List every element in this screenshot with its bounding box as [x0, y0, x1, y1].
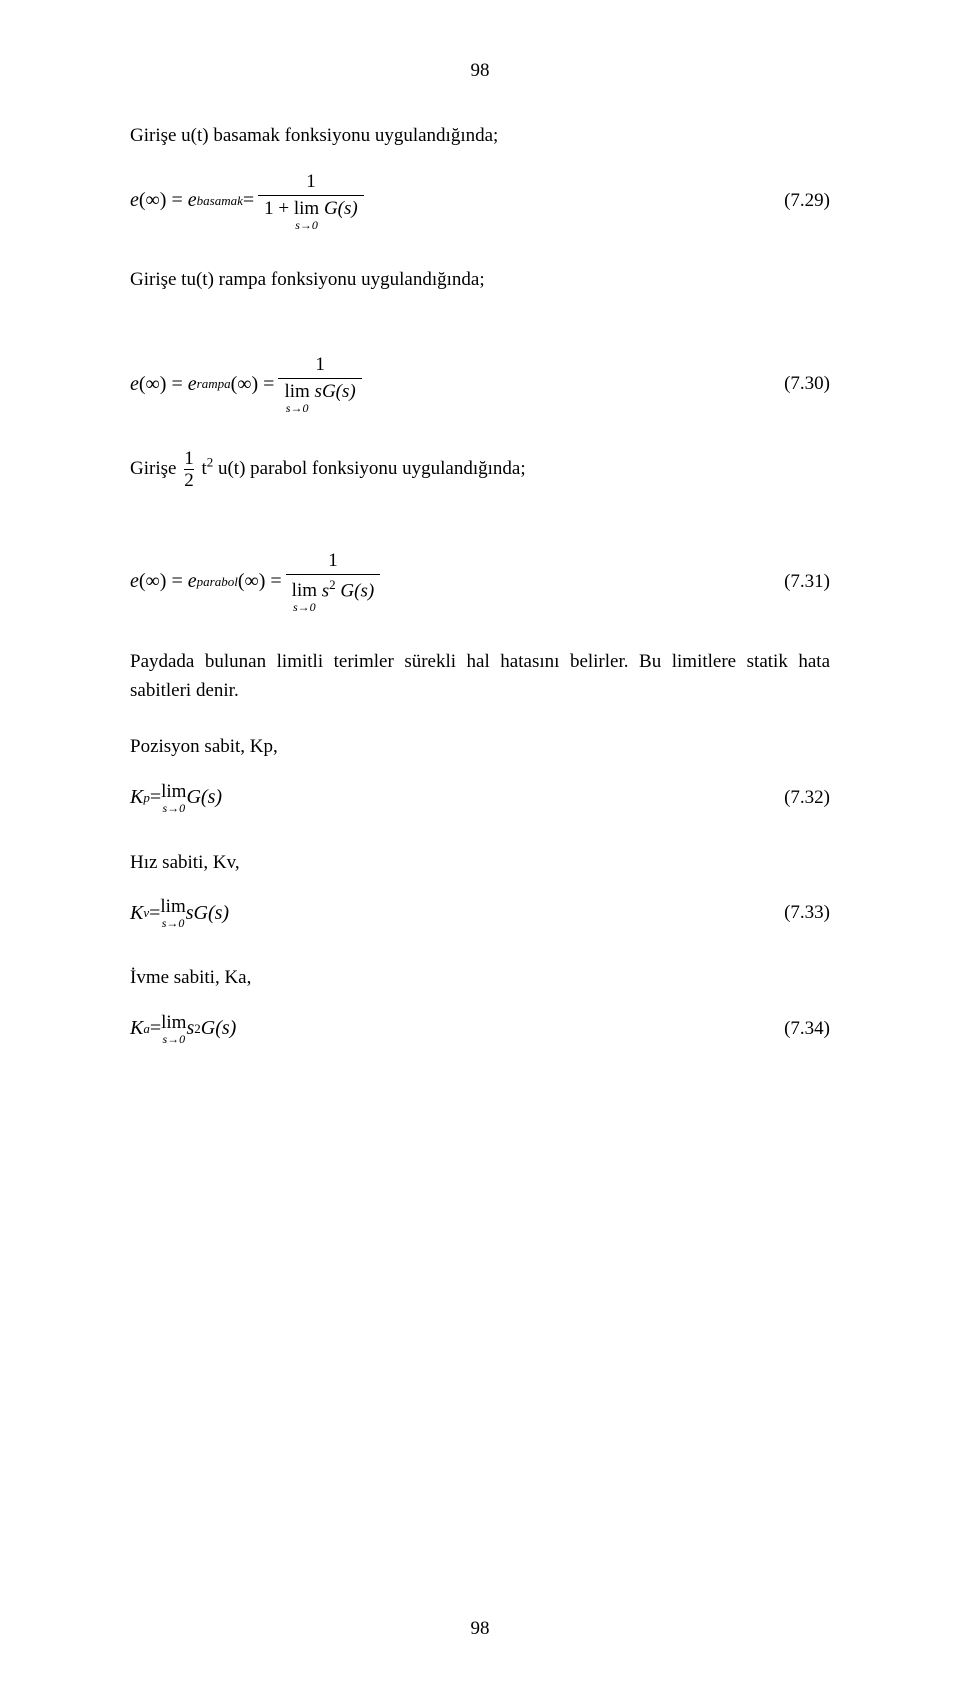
- eq30-frac: 1 lim s→0 sG(s): [278, 354, 361, 414]
- eq31-lim-bot: s→0: [293, 601, 316, 613]
- eq30-e1: e: [130, 373, 139, 396]
- equation-7-30: e (∞) = e rampa (∞) = 1 lim s→0 sG(s) (7…: [130, 354, 830, 414]
- eq30-inf2: (∞) =: [231, 373, 275, 396]
- eq32-lim-bot: s→0: [162, 802, 185, 814]
- eq33-lim-top: lim: [160, 897, 185, 916]
- eq31-sub: parabol: [197, 574, 238, 590]
- eq33-sGs: sG(s): [186, 902, 229, 925]
- eq34-lim-top: lim: [161, 1013, 186, 1032]
- eq30-e2: e: [188, 373, 197, 396]
- eq30-sGs: sG(s): [315, 381, 356, 402]
- text-line-2: Girişe tu(t) rampa fonksiyonu uygulandığ…: [130, 266, 830, 295]
- eq34-K: K: [130, 1017, 143, 1040]
- eq29-den-prefix: 1 +: [264, 198, 294, 219]
- eq29-frac-den: 1 + lim s→0 G(s): [258, 195, 364, 231]
- eq30-inf1: (∞) =: [139, 373, 183, 396]
- eq34-lim-bot: s→0: [162, 1033, 185, 1045]
- eq34-Gs: G(s): [201, 1017, 237, 1040]
- eq31-inf1: (∞) =: [139, 570, 183, 593]
- line3-pre: Girişe: [130, 458, 181, 479]
- eq33-body: K v = lim s→0 sG(s): [130, 897, 229, 929]
- eq29-number: (7.29): [766, 190, 830, 212]
- text-line-3: Girişe 1 2 t2 u(t) parabol fonksiyonu uy…: [130, 449, 830, 490]
- text-line-1: Girişe u(t) basamak fonksiyonu uygulandı…: [130, 122, 830, 151]
- equation-7-34: K a = lim s→0 s2 G(s) (7.34): [130, 1013, 830, 1045]
- eq31-e1: e: [130, 570, 139, 593]
- eq33-eq: =: [149, 902, 160, 925]
- eq29-e: e: [130, 189, 139, 212]
- text-line-6: Hız sabiti, Kv,: [130, 849, 830, 878]
- text-line-4: Paydada bulunan limitli terimler sürekli…: [130, 648, 830, 705]
- eq34-s: s: [186, 1017, 194, 1040]
- equation-7-29: e (∞) = e basamak = 1 1 + lim s→0 G(s) (…: [130, 171, 830, 231]
- eq30-lim: lim s→0: [284, 382, 309, 414]
- eq31-frac-num: 1: [322, 550, 344, 574]
- line3-frac-num: 1: [184, 449, 194, 469]
- eq32-eq: =: [150, 786, 161, 809]
- eq29-lim-bot: s→0: [295, 219, 318, 231]
- eq31-inf2: (∞) =: [238, 570, 282, 593]
- eq31-lim: lim s→0: [292, 581, 317, 613]
- eq31-body: e (∞) = e parabol (∞) = 1 lim s→0 s2 G(s…: [130, 550, 384, 613]
- eq29-sub: basamak: [197, 193, 243, 209]
- eq32-lim: lim s→0: [161, 782, 186, 814]
- eq32-body: K p = lim s→0 G(s): [130, 782, 222, 814]
- page-number-top: 98: [130, 60, 830, 82]
- eq32-number: (7.32): [766, 787, 830, 809]
- eq31-Gs: G(s): [340, 580, 374, 601]
- eq29-e2: e: [188, 189, 197, 212]
- eq33-lim-bot: s→0: [162, 917, 185, 929]
- equation-7-32: K p = lim s→0 G(s) (7.32): [130, 782, 830, 814]
- eq30-frac-num: 1: [309, 354, 331, 378]
- eq32-Gs: G(s): [186, 786, 222, 809]
- eq31-sup: 2: [329, 577, 336, 592]
- eq32-K: K: [130, 786, 143, 809]
- eq32-lim-top: lim: [161, 782, 186, 801]
- eq33-lim: lim s→0: [160, 897, 185, 929]
- eq29-lim-top: lim: [294, 199, 319, 218]
- eq31-lim-top: lim: [292, 581, 317, 600]
- line3-frac-den: 2: [184, 469, 194, 490]
- equation-7-31: e (∞) = e parabol (∞) = 1 lim s→0 s2 G(s…: [130, 550, 830, 613]
- line3-frac: 1 2: [184, 449, 194, 490]
- eq30-frac-den: lim s→0 sG(s): [278, 378, 361, 414]
- eq30-body: e (∞) = e rampa (∞) = 1 lim s→0 sG(s): [130, 354, 366, 414]
- eq34-lim: lim s→0: [161, 1013, 186, 1045]
- equation-7-33: K v = lim s→0 sG(s) (7.33): [130, 897, 830, 929]
- eq30-number: (7.30): [766, 373, 830, 395]
- eq29-frac-num: 1: [300, 171, 322, 195]
- eq34-eq: =: [150, 1017, 161, 1040]
- line3-sup: 2: [207, 455, 214, 470]
- eq29-Gs: G(s): [324, 198, 358, 219]
- eq29-lim: lim s→0: [294, 199, 319, 231]
- text-line-7: İvme sabiti, Ka,: [130, 964, 830, 993]
- eq31-frac-den: lim s→0 s2 G(s): [286, 574, 381, 613]
- eq31-e2: e: [188, 570, 197, 593]
- eq29-inf: (∞) =: [139, 189, 183, 212]
- eq34-number: (7.34): [766, 1018, 830, 1040]
- eq33-K: K: [130, 902, 143, 925]
- eq30-sub: rampa: [197, 376, 231, 392]
- eq29-frac: 1 1 + lim s→0 G(s): [258, 171, 364, 231]
- eq31-number: (7.31): [766, 571, 830, 593]
- eq30-lim-bot: s→0: [286, 402, 309, 414]
- eq31-frac: 1 lim s→0 s2 G(s): [286, 550, 381, 613]
- line3-rest: u(t) parabol fonksiyonu uygulandığında;: [218, 458, 526, 479]
- text-line-5: Pozisyon sabit, Kp,: [130, 733, 830, 762]
- page-number-bottom: 98: [0, 1618, 960, 1640]
- eq29-eq: =: [243, 189, 254, 212]
- eq30-lim-top: lim: [284, 382, 309, 401]
- eq29-body: e (∞) = e basamak = 1 1 + lim s→0 G(s): [130, 171, 368, 231]
- eq34-body: K a = lim s→0 s2 G(s): [130, 1013, 236, 1045]
- eq33-number: (7.33): [766, 902, 830, 924]
